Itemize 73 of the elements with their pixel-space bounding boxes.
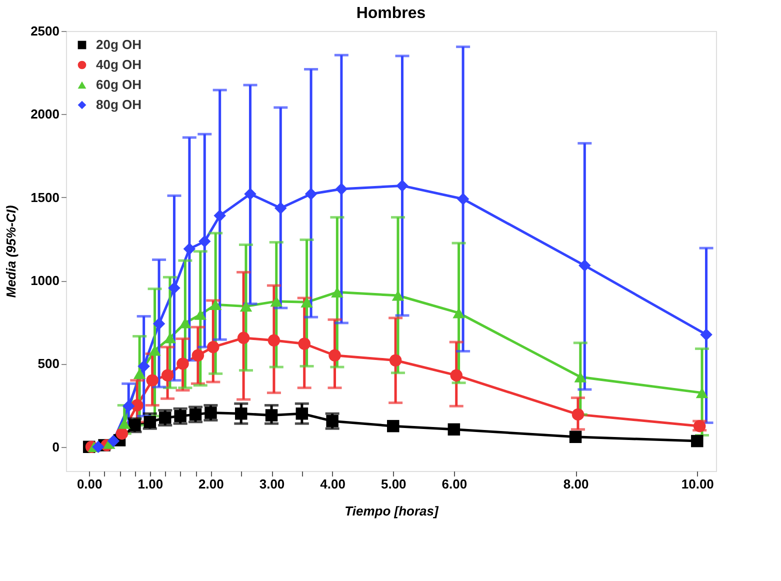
point [174,410,186,422]
point [569,430,582,444]
legend-label: 20g OH [96,37,142,52]
legend-label: 40g OH [96,57,142,72]
point [296,407,308,420]
y-tick-label: 1500 [30,190,60,205]
point [152,318,166,330]
legend-label: 80g OH [96,97,142,112]
point [146,374,158,386]
point [328,349,341,362]
point [456,192,470,206]
chart-title: Hombres [356,5,426,22]
point [326,414,338,428]
point [161,369,174,382]
point [198,235,211,248]
point [270,296,283,307]
point [448,423,460,436]
point [450,369,462,382]
x-tick-label: 4.00 [320,476,346,492]
point [144,416,156,428]
point [116,427,128,440]
y-tick-label: 0 [52,439,60,454]
point [158,412,172,424]
point [122,400,135,412]
point [214,210,226,222]
y-tick-label: 1000 [30,273,60,288]
x-tick-label: 8.00 [563,476,589,492]
point [244,188,256,200]
x-tick-label: 3.00 [259,476,285,492]
x-tick-label: 10.00 [681,476,714,492]
point [304,188,318,200]
point [138,360,150,372]
point [387,420,400,432]
point [107,434,120,448]
x-tick-label: 2.00 [198,476,224,492]
x-tick-label: 5.00 [380,476,406,492]
legend-label: 60g OH [96,77,142,92]
point [131,399,144,412]
point [192,349,204,362]
point [168,282,180,294]
point [696,388,708,398]
point [298,338,310,350]
point [179,318,192,328]
point [240,301,252,312]
point [268,334,280,347]
x-tick-label: 0.00 [76,476,102,492]
point [335,182,348,196]
point [691,434,704,448]
point [207,340,220,354]
point [578,259,591,272]
point [452,308,465,318]
x-tick-label: 6.00 [442,476,468,492]
point [389,354,402,366]
point [204,406,217,419]
point [209,299,222,310]
point [237,332,250,344]
x-tick-label: 1.00 [138,476,164,492]
point [700,328,712,341]
point [265,409,278,422]
x-axis-title: Tiempo [horas] [344,504,439,518]
y-tick-label: 2000 [30,106,60,122]
point [396,180,408,192]
point [176,358,189,370]
y-axis-title: Media (95%-CI) [4,205,19,298]
y-tick-label: 500 [38,356,60,372]
point [234,407,248,420]
y-tick-label: 2500 [30,24,60,38]
point [274,202,287,214]
point [300,296,313,308]
point [92,440,104,454]
point [183,242,196,256]
point [189,408,202,421]
point [572,408,584,421]
